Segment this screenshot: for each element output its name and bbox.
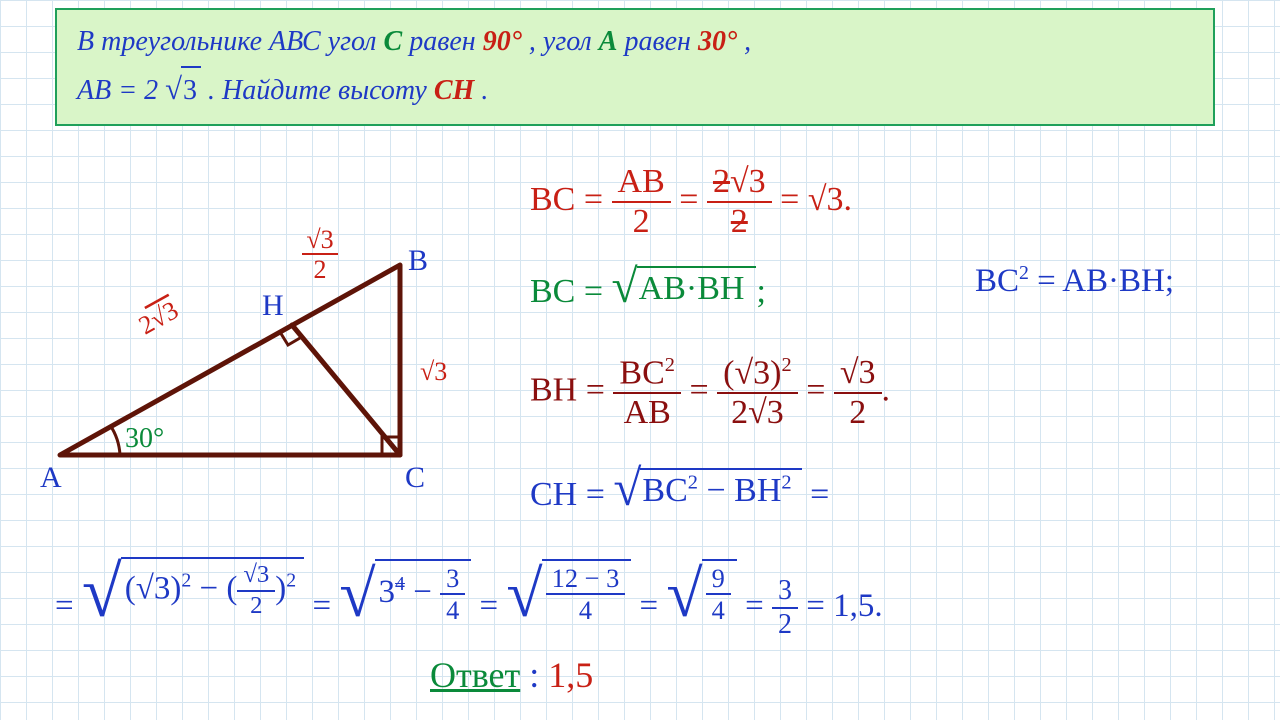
answer-label: Ответ [430, 655, 520, 695]
text: . Найдите высоту [208, 75, 434, 106]
step-bh: BH = BC2AB = (√3)22√3 = √32. [530, 355, 890, 430]
problem-statement: В треугольнике АВС угол С равен 90° , уг… [55, 8, 1215, 126]
text: равен [409, 26, 482, 57]
vertex-a: A [40, 461, 62, 494]
letter-c: С [384, 26, 403, 57]
step-bc-half: BC = AB2 = 2√32 = √3. [530, 165, 852, 239]
angle-a-val: 30° [698, 26, 737, 57]
text: равен [624, 26, 697, 57]
text: , угол [529, 26, 599, 57]
vertex-c: C [405, 461, 425, 494]
text: В треугольнике АВС угол [77, 26, 384, 57]
final-answer: Ответ : 1,5 [430, 655, 593, 696]
hb-num: √3 [306, 225, 333, 254]
ab-eq: AB = 2 [77, 75, 158, 106]
step-final-chain: = √ (√3)2 − (√32)2 = √ 34 − 34 = √ 12 − … [55, 550, 1235, 639]
text: , [744, 26, 751, 57]
triangle-diagram: A C B H 30° 2√3 √3 √3 2 [30, 135, 470, 505]
len-ab: 2√3 [134, 295, 183, 340]
step-ch-start: CH = √BC2 − BH2 = [530, 460, 829, 519]
len-bc: √3 [420, 357, 447, 386]
ch: СН [434, 75, 474, 106]
step-bc-sqrt: BC = √AB·BH; [530, 260, 766, 315]
answer-value: 1,5 [548, 655, 593, 695]
vertex-b: B [408, 244, 428, 277]
letter-a: А [599, 26, 618, 57]
dot: . [481, 75, 488, 106]
step-bc-squared: BC2 = AB·BH; [975, 262, 1174, 301]
angle-30: 30° [125, 423, 164, 454]
angle-c-val: 90° [483, 26, 522, 57]
hb-den: 2 [314, 255, 327, 284]
rad3: 3 [181, 66, 201, 114]
vertex-h: H [262, 289, 284, 322]
